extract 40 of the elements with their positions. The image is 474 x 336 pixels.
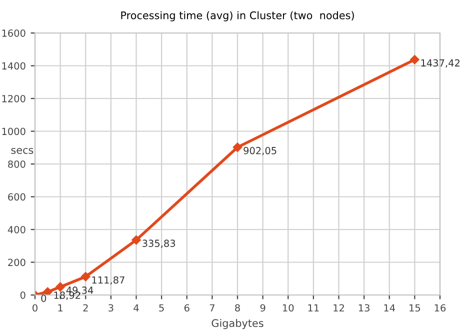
x-tick-label: 11 (308, 304, 319, 312)
y-tick-label: 400 (8, 226, 26, 234)
y-tick-label: 800 (8, 160, 26, 168)
point (232, 142, 242, 152)
data-label: 111,87 (92, 276, 124, 285)
point (132, 235, 141, 245)
y-axis-title: secs (11, 148, 34, 154)
x-tick-label: 14 (384, 304, 396, 312)
y-tick-label: 1000 (2, 128, 26, 136)
x-tick-label: 7 (210, 304, 214, 312)
data-label: 1437,42 (421, 59, 460, 68)
y-tick-label: 1400 (2, 62, 26, 70)
x-tick-label: 16 (434, 304, 446, 312)
x-tick-label: 15 (410, 304, 420, 312)
x-tick-label: 10 (283, 304, 294, 312)
point (410, 55, 420, 64)
data-label: 0 (41, 294, 46, 302)
y-tick-label: 1200 (2, 94, 26, 102)
x-tick-label: 6 (184, 304, 190, 312)
point (81, 272, 90, 282)
x-tick-label: 9 (260, 304, 266, 312)
x-tick-label: 8 (235, 304, 240, 312)
x-tick-label: 2 (83, 304, 88, 312)
x-tick-label: 1 (58, 304, 63, 312)
y-tick-label: 0 (20, 291, 26, 299)
x-tick-label: 3 (108, 304, 114, 312)
chart-title: Processing time (avg) in Cluster (two nodes) (121, 11, 354, 22)
data-label: 335,83 (142, 240, 176, 248)
x-tick-label: 4 (134, 304, 139, 312)
data-label: 902,05 (244, 146, 276, 156)
x-tick-label: 5 (159, 304, 164, 312)
y-tick-label: 1600 (2, 29, 26, 37)
y-tick-label: 200 (8, 258, 26, 266)
y-tick-label: 600 (8, 193, 26, 201)
x-tick-label: 12 (334, 304, 344, 312)
point (43, 287, 52, 295)
x-axis-title: Gigabytes (212, 318, 264, 330)
x-tick-label: 0 (32, 304, 38, 312)
point (56, 282, 65, 292)
x-tick-label: 13 (358, 304, 370, 312)
